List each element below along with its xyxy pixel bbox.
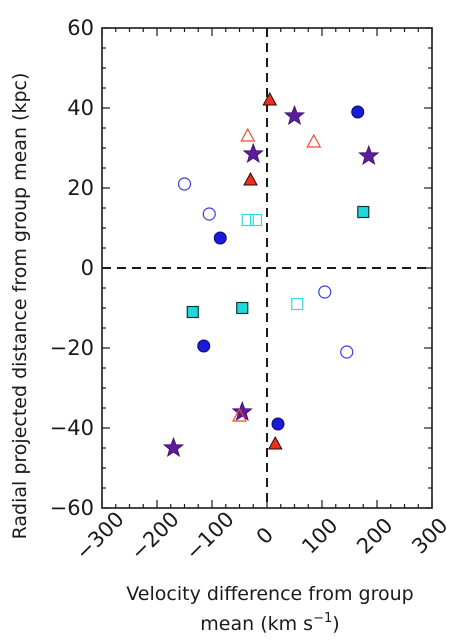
y-tick-label: −60 xyxy=(50,496,94,520)
x-tick-labels: −300−200−100 0 100 200 300 xyxy=(71,507,453,565)
data-points xyxy=(162,91,380,458)
y-tick-label: 0 xyxy=(81,256,94,280)
open-circle-marker xyxy=(318,285,332,299)
y-tick-label: 20 xyxy=(67,176,94,200)
triangle-marker xyxy=(243,171,258,186)
x-tick-label: 100 xyxy=(297,513,342,558)
circle-marker xyxy=(271,417,285,431)
axis-ticks xyxy=(101,27,433,509)
circle-marker xyxy=(197,339,211,353)
x-tick-label: 200 xyxy=(352,513,397,558)
open-circle-marker xyxy=(177,177,192,191)
y-tick-label: −20 xyxy=(50,336,94,360)
triangle-marker xyxy=(262,91,278,106)
y-tick-labels: −60 −40 −20 0 20 40 60 xyxy=(50,16,94,520)
open-circle-marker xyxy=(340,345,354,359)
square-marker xyxy=(186,305,199,319)
x-axis-title-superscript: −1 xyxy=(313,611,332,626)
open-circle-marker xyxy=(202,207,216,221)
reference-lines xyxy=(102,28,432,508)
triangle-marker xyxy=(267,435,283,450)
circle-marker xyxy=(351,105,365,119)
star-marker xyxy=(162,436,185,458)
star-marker xyxy=(242,142,264,164)
x-axis-title-line2: mean (km s−1) xyxy=(200,611,339,635)
x-tick-label: 300 xyxy=(407,513,452,558)
star-marker xyxy=(231,400,253,422)
open-triangle-marker xyxy=(306,133,322,148)
open-triangle-marker xyxy=(240,127,256,142)
y-axis-title: Radial projected distance from group mea… xyxy=(9,73,31,540)
star-marker xyxy=(283,104,306,126)
open-square-marker xyxy=(291,297,304,311)
circle-marker xyxy=(213,231,227,245)
square-marker xyxy=(357,205,370,219)
x-axis-title-close: ) xyxy=(332,613,339,635)
y-tick-label: 60 xyxy=(67,16,94,40)
open-triangle-marker xyxy=(231,407,248,422)
square-marker xyxy=(236,301,249,315)
open-square-marker xyxy=(241,213,254,227)
x-axis-title-main: mean (km s xyxy=(200,613,313,635)
x-tick-label: −100 xyxy=(181,507,239,565)
x-axis-title-line1: Velocity difference from group xyxy=(126,583,413,605)
x-tick-label: −200 xyxy=(126,507,184,565)
x-tick-label: 0 xyxy=(252,523,278,549)
star-marker xyxy=(358,144,380,166)
y-tick-label: 40 xyxy=(67,96,94,120)
y-tick-label: −40 xyxy=(50,416,94,440)
open-square-marker xyxy=(249,213,263,227)
